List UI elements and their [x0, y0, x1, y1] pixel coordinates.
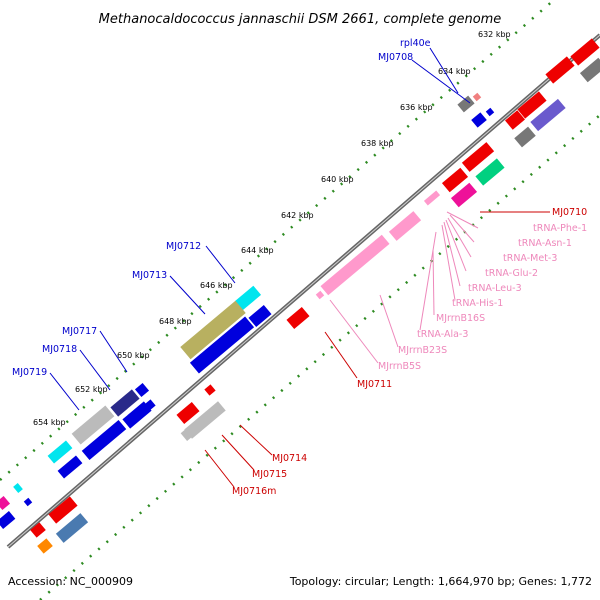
tick-646: 646 kbp: [200, 281, 233, 290]
map-title: Methanocaldococcus jannaschii DSM 2661, …: [99, 12, 502, 27]
accession-text: Accession: NC_000909: [8, 575, 133, 588]
label-mjrrnb16s: MJrrnB16S: [436, 313, 485, 324]
gene-blue-656: [23, 497, 33, 507]
gene-red-632b: [545, 56, 575, 84]
gene-blue-mj0708b: [485, 107, 495, 117]
rrna-5s: [315, 290, 325, 300]
label-mj0713: MJ0713: [132, 270, 167, 281]
gene-gray-635: [514, 126, 536, 148]
gene-blue-mj0717: [134, 382, 150, 398]
gene-pink-rpl40e: [472, 92, 482, 102]
gene-red-658b: [30, 522, 46, 538]
gene-magenta-656: [0, 495, 11, 511]
gene-olive-mj0713: [180, 300, 246, 360]
tick-644: 644 kbp: [241, 246, 274, 255]
gene-cyan-654: [47, 440, 73, 464]
inner-gene-labels: MJ0710 MJ0711 MJ0714 MJ0715 MJ0716m: [232, 207, 587, 497]
gene-orange-658: [37, 538, 53, 554]
label-mjrrnb5s: MJrrnB5S: [378, 361, 421, 372]
trna-cluster: [423, 190, 441, 206]
gene-cyan-656: [13, 483, 23, 493]
gene-navy-mj0718: [110, 389, 140, 417]
gene-blue-mj0712: [248, 304, 272, 328]
rrna-23s: [320, 234, 390, 296]
outer-tick-track: [0, 0, 556, 481]
gene-red-634b: [505, 110, 525, 130]
gene-blue-mj0718b: [144, 399, 156, 411]
kbp-ticks: 632 kbp 634 kbp 636 kbp 638 kbp 640 kbp …: [33, 30, 511, 427]
label-mj0712: MJ0712: [166, 241, 201, 252]
tick-642: 642 kbp: [281, 211, 314, 220]
gene-red-632a: [570, 38, 600, 66]
label-mj0708: MJ0708: [378, 52, 413, 63]
tick-648: 648 kbp: [159, 317, 192, 326]
gene-gray-rpl40e: [457, 95, 475, 113]
tick-640: 640 kbp: [321, 175, 354, 184]
label-mj0710: MJ0710: [552, 207, 587, 218]
tick-650: 650 kbp: [117, 351, 150, 360]
gene-red-638: [461, 142, 495, 172]
gene-blue-656b: [0, 511, 16, 529]
gene-cyan-mj0712: [234, 285, 262, 311]
inner-tick-track: [39, 114, 600, 600]
gene-blue-mj0713: [189, 316, 255, 374]
label-mjrrnb23s: MJrrnB23S: [398, 345, 447, 356]
rrna-16s: [388, 211, 422, 241]
gene-green-640: [475, 158, 505, 186]
gene-gray-mj0719: [71, 405, 115, 445]
label-trna-leu-3: tRNA-Leu-3: [468, 283, 522, 294]
tick-636: 636 kbp: [400, 103, 433, 112]
label-trna-ala-3: tRNA-Ala-3: [417, 329, 468, 340]
gene-red-634: [517, 91, 547, 119]
label-trna-his-1: tRNA-His-1: [452, 298, 503, 309]
tick-654: 654 kbp: [33, 418, 66, 427]
label-trna-glu-2: tRNA-Glu-2: [485, 268, 538, 279]
gene-steelblue-658: [55, 513, 89, 543]
gene-blue-mj0719: [81, 419, 127, 461]
label-mj0716m: MJ0716m: [232, 486, 276, 497]
tick-638: 638 kbp: [361, 139, 394, 148]
leader-lines: [49, 47, 550, 488]
label-mj0719: MJ0719: [12, 367, 47, 378]
gene-blue-654: [57, 455, 83, 479]
gene-gray-mj0716m: [180, 423, 200, 441]
tick-652: 652 kbp: [75, 385, 108, 394]
genome-summary-text: Topology: circular; Length: 1,664,970 bp…: [289, 575, 592, 588]
label-trna-met-3: tRNA-Met-3: [503, 253, 557, 264]
gene-red-mj0711: [286, 306, 310, 330]
genome-backbone: [6, 33, 600, 549]
gene-blue-mj0708: [471, 112, 487, 128]
gene-magenta-640: [450, 182, 478, 208]
label-mj0717: MJ0717: [62, 326, 97, 337]
label-mj0711: MJ0711: [357, 379, 392, 390]
label-rpl40e: rpl40e: [400, 38, 431, 49]
gene-red-mj0714: [176, 401, 200, 425]
label-mj0715: MJ0715: [252, 469, 287, 480]
label-trna-phe-1: tRNA-Phe-1: [533, 223, 587, 234]
label-mj0714: MJ0714: [272, 453, 307, 464]
gene-red-mj0714b: [204, 384, 216, 396]
outer-gene-labels: rpl40e MJ0708 MJ0712 MJ0713 MJ0717 MJ071…: [12, 38, 431, 378]
label-mj0718: MJ0718: [42, 344, 77, 355]
tick-634: 634 kbp: [438, 67, 471, 76]
rna-labels: tRNA-Phe-1 tRNA-Asn-1 tRNA-Met-3 tRNA-Gl…: [378, 223, 587, 372]
gene-red-640: [441, 167, 469, 193]
tick-632: 632 kbp: [478, 30, 511, 39]
label-trna-asn-1: tRNA-Asn-1: [518, 238, 572, 249]
gene-purple-634: [530, 98, 566, 132]
gene-red-658: [48, 496, 78, 524]
gene-blue-mj0718: [122, 401, 152, 429]
